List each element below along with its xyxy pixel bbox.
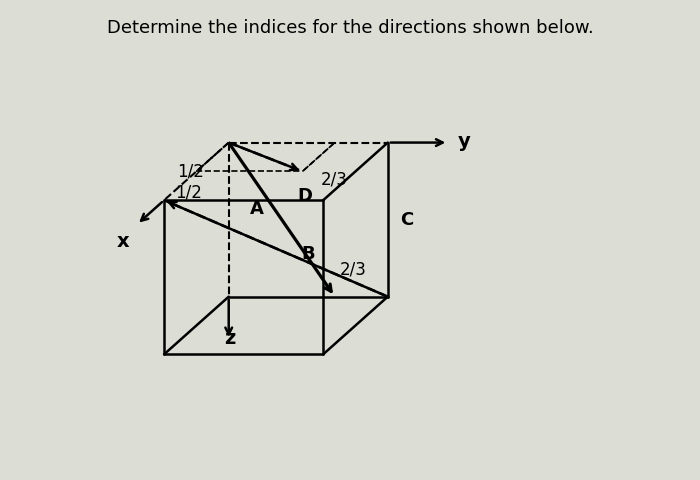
Text: 1/2: 1/2 (175, 183, 202, 201)
Text: C: C (400, 211, 413, 228)
Text: y: y (458, 132, 471, 151)
Text: x: x (116, 232, 129, 252)
Text: D: D (297, 187, 312, 205)
Text: 2/3: 2/3 (340, 261, 367, 279)
Text: A: A (249, 200, 263, 218)
Text: 1/2: 1/2 (178, 162, 204, 180)
Text: 2/3: 2/3 (321, 170, 347, 188)
Text: Determine the indices for the directions shown below.: Determine the indices for the directions… (106, 19, 594, 37)
Text: B: B (302, 245, 315, 263)
Text: z: z (224, 329, 235, 348)
